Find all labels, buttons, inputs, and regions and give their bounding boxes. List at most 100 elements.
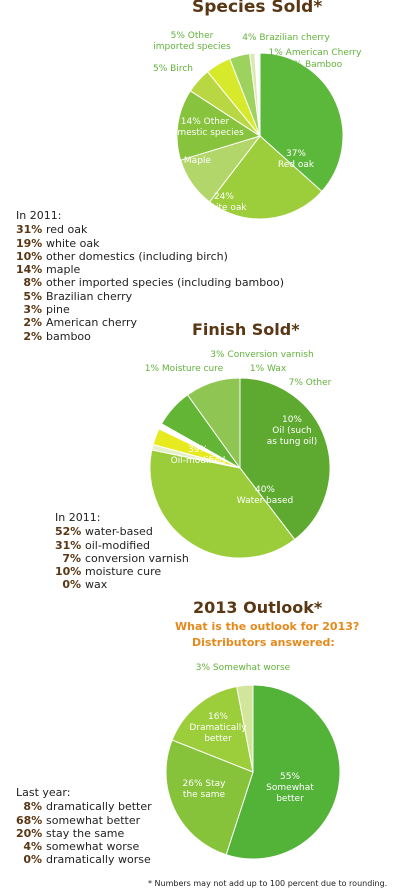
slice-label: 16% Dramatically better bbox=[189, 712, 247, 744]
stat-percent: 31% bbox=[55, 538, 82, 552]
slice-label: 1% American Cherry bbox=[269, 48, 363, 58]
stat-label: dramatically worse bbox=[46, 853, 151, 867]
stat-label: wax bbox=[85, 578, 108, 592]
stat-row: 4% somewhat worse bbox=[16, 840, 152, 853]
slice-label: 26% Stay the same bbox=[183, 779, 227, 800]
stat-row: 7% conversion varnish bbox=[55, 552, 189, 565]
stat-label: white oak bbox=[46, 236, 100, 250]
pie-slice bbox=[254, 52, 261, 137]
stat-row: 8% other imported species (including bamb… bbox=[16, 276, 284, 289]
species-2011-stats: In 2011: 31% red oak 19% white oak 10% other … bbox=[16, 209, 284, 343]
slice-label: 5% Birch bbox=[153, 64, 193, 74]
slice-label: 3% Somewhat worse bbox=[196, 663, 291, 673]
stat-percent: 2% bbox=[23, 329, 42, 343]
pie-slice bbox=[149, 449, 296, 559]
stat-percent: 31% bbox=[16, 223, 43, 237]
slice-label: 40% Water-based bbox=[237, 485, 293, 506]
stat-percent: 7% bbox=[62, 551, 81, 565]
stat-label: Brazilian cherry bbox=[46, 289, 133, 303]
finish-2011-stats: In 2011: 52% water-based 31% oil-modified 7%… bbox=[55, 511, 189, 592]
stat-row: 31% red oak bbox=[16, 223, 284, 236]
stat-row: 10% other domestics (including birch) bbox=[16, 250, 284, 263]
stat-label: red oak bbox=[46, 223, 88, 237]
stat-row: 31% oil-modified bbox=[55, 539, 189, 552]
stat-label: other domestics (including birch) bbox=[46, 249, 228, 263]
stat-percent: 8% bbox=[23, 276, 42, 290]
stat-row: 0% wax bbox=[55, 578, 189, 591]
slice-label: 3% Conversion varnish bbox=[210, 350, 313, 360]
outlook-chart-title: 2013 Outlook* bbox=[193, 598, 323, 617]
stat-label: maple bbox=[46, 263, 81, 277]
stat-label: bamboo bbox=[46, 329, 91, 343]
stat-percent: 52% bbox=[55, 525, 82, 539]
finish-chart-title: Finish Sold* bbox=[192, 320, 300, 339]
footnote: * Numbers may not add up to 100 percent … bbox=[148, 879, 388, 888]
stat-label: water-based bbox=[85, 525, 153, 539]
stat-percent: 10% bbox=[16, 249, 43, 263]
species-chart-title: Species Sold* bbox=[192, 0, 323, 17]
stat-row: 5% Brazilian cherry bbox=[16, 290, 284, 303]
stat-percent: 3% bbox=[23, 303, 42, 317]
slice-label: 24% White oak bbox=[201, 192, 247, 213]
finish-pie-chart: 40% Water-based 39% Oil-modified 1% Moisture… bbox=[145, 350, 332, 559]
stat-percent: 8% bbox=[23, 800, 42, 814]
stat-label: other imported species (including bamboo… bbox=[46, 276, 285, 290]
stat-percent: 14% bbox=[16, 263, 43, 277]
stat-percent: 4% bbox=[23, 840, 42, 854]
stat-label: conversion varnish bbox=[85, 551, 189, 565]
stat-label: dramatically better bbox=[46, 800, 152, 814]
stat-label: pine bbox=[46, 303, 70, 317]
stat-percent: 10% bbox=[55, 565, 82, 579]
pie-slice bbox=[239, 377, 331, 541]
stat-row: 68% somewhat better bbox=[16, 814, 152, 827]
pie-slice bbox=[208, 135, 323, 220]
species-2011-heading: In 2011: bbox=[16, 209, 62, 222]
stat-row: 10% moisture cure bbox=[55, 565, 189, 578]
stat-row: 19% white oak bbox=[16, 237, 284, 250]
pie-slice bbox=[259, 52, 344, 193]
slice-label: 7% Other bbox=[289, 378, 332, 388]
slice-label: 1% Moisture cure bbox=[145, 364, 224, 374]
stat-row: 0% dramatically worse bbox=[16, 853, 152, 866]
stat-percent: 2% bbox=[23, 316, 42, 330]
slice-label: 4% Brazilian cherry bbox=[242, 33, 330, 43]
outlook-pie-chart: 55% Somewhat better 26% Stay the same 16% Dram… bbox=[165, 663, 341, 860]
slice-label: 39% Oil-modified bbox=[171, 445, 226, 466]
stat-percent: 0% bbox=[62, 578, 81, 592]
slice-label: 1% Wax bbox=[250, 364, 287, 374]
slice-label: 10% Maple bbox=[161, 156, 211, 166]
stat-label: somewhat better bbox=[46, 813, 141, 827]
stat-label: oil-modified bbox=[85, 538, 150, 552]
stat-row: 2% bamboo bbox=[16, 330, 284, 343]
stat-label: moisture cure bbox=[85, 565, 162, 579]
outlook-subtitle: Distributors answered: bbox=[192, 636, 335, 649]
species-pie-chart: 37% Red oak 24% White oak 10% Maple 14% Other… bbox=[153, 31, 363, 220]
stat-row: 8% dramatically better bbox=[16, 800, 152, 814]
slice-label: 5% Other imported species bbox=[153, 31, 231, 52]
stat-row: 3% pine bbox=[16, 303, 284, 316]
slice-label: 14% Other domestic species bbox=[166, 117, 244, 138]
pie-slice bbox=[176, 90, 262, 161]
stat-percent: 68% bbox=[16, 813, 43, 827]
outlook-question: What is the outlook for 2013? bbox=[175, 620, 360, 633]
pie-slice bbox=[165, 739, 254, 856]
stat-label: American cherry bbox=[46, 316, 137, 330]
stat-label: somewhat worse bbox=[46, 840, 140, 854]
stat-row: 20% stay the same bbox=[16, 827, 152, 840]
slice-label: 10% Oil (such as tung oil) bbox=[267, 415, 318, 447]
last-year-stats: Last year: 8% dramatically better 68% somew… bbox=[16, 786, 152, 867]
pie-slice bbox=[225, 684, 341, 860]
stat-percent: 0% bbox=[23, 853, 42, 867]
slice-label: 55% Somewhat better bbox=[266, 772, 314, 804]
stat-row: 14% maple bbox=[16, 263, 284, 276]
pie-slice bbox=[186, 377, 241, 470]
stat-label: stay the same bbox=[46, 826, 125, 840]
last-year-heading: Last year: bbox=[16, 786, 71, 799]
pie-slice bbox=[171, 685, 254, 773]
slice-label: 37% Red oak bbox=[278, 149, 315, 170]
pie-slice bbox=[236, 684, 254, 773]
finish-2011-heading: In 2011: bbox=[55, 511, 101, 524]
slice-label: 1% Bamboo bbox=[288, 60, 343, 70]
stat-percent: 19% bbox=[16, 236, 43, 250]
stat-row: 52% water-based bbox=[55, 525, 189, 538]
